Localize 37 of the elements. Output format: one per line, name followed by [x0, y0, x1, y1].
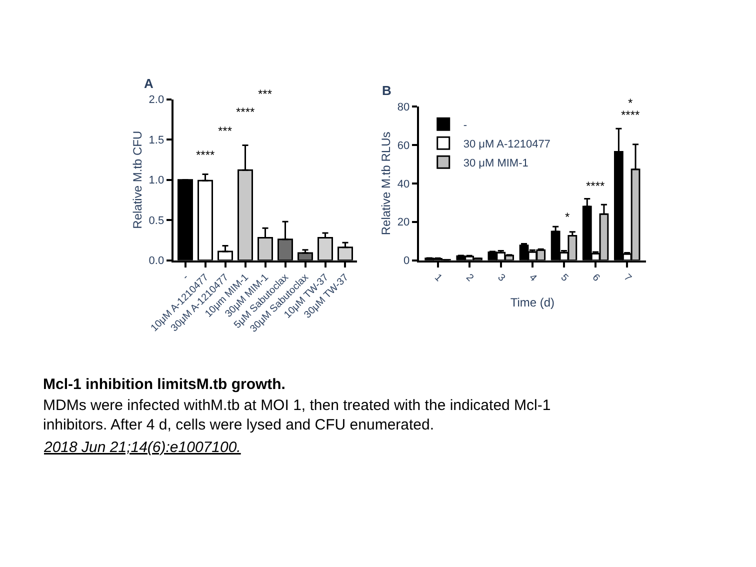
- y-axis-title: Relative M.tb CFU: [130, 130, 145, 229]
- x-tick-label: -: [180, 272, 191, 282]
- legend-label: -: [463, 119, 468, 132]
- x-axis-title: Time (d): [510, 296, 555, 310]
- y-tick-label: 40: [397, 178, 410, 190]
- annotation: ****: [236, 105, 256, 119]
- text: 2018 Jun 21;14(6):e1007100.: [43, 439, 241, 456]
- y-tick-label: 0.0: [148, 255, 164, 268]
- text: MDMs were infected withM.tb at MOI 1, then treated with the indicated Mcl-1 inhibitors. After 4 d, cells were lysed and CFU enumerated.: [43, 397, 551, 434]
- y-tick-label: 0.5: [148, 214, 164, 227]
- annotation: ****: [586, 179, 606, 193]
- annotation: ***: [258, 87, 272, 101]
- y-tick-label: 1.0: [148, 174, 164, 187]
- annotation: ****: [196, 148, 216, 162]
- chart-title: A: [144, 76, 154, 91]
- annotation: ****: [621, 108, 640, 122]
- x-tick-label: 5: [558, 272, 570, 284]
- x-tick-label: 7: [621, 272, 634, 284]
- y-tick-label: 20: [397, 216, 410, 229]
- legend-label: 30 μM A-1210477: [463, 138, 550, 150]
- x-tick-label: 2: [464, 272, 476, 284]
- x-tick-label: 6: [590, 272, 602, 284]
- annotation: ***: [218, 124, 232, 138]
- y-tick-label: 0: [403, 255, 410, 268]
- y-tick-label: 80: [397, 101, 410, 114]
- legend-label: 30 μM MIM-1: [463, 157, 528, 170]
- y-tick-label: 2.0: [148, 94, 164, 106]
- annotation: *: [565, 210, 570, 224]
- text: Mcl-1 inhibition limitsM.tb growth.: [43, 376, 286, 393]
- y-axis-title: Relative M.tb RLUs: [379, 132, 394, 236]
- annotation: *: [628, 96, 633, 110]
- y-tick-label: 60: [397, 140, 410, 152]
- x-tick-label: 1: [432, 272, 444, 284]
- x-tick-label: 3: [495, 272, 508, 284]
- chart-title: B: [382, 83, 392, 98]
- x-tick-label: 4: [526, 272, 539, 284]
- y-tick-label: 1.5: [148, 134, 164, 146]
